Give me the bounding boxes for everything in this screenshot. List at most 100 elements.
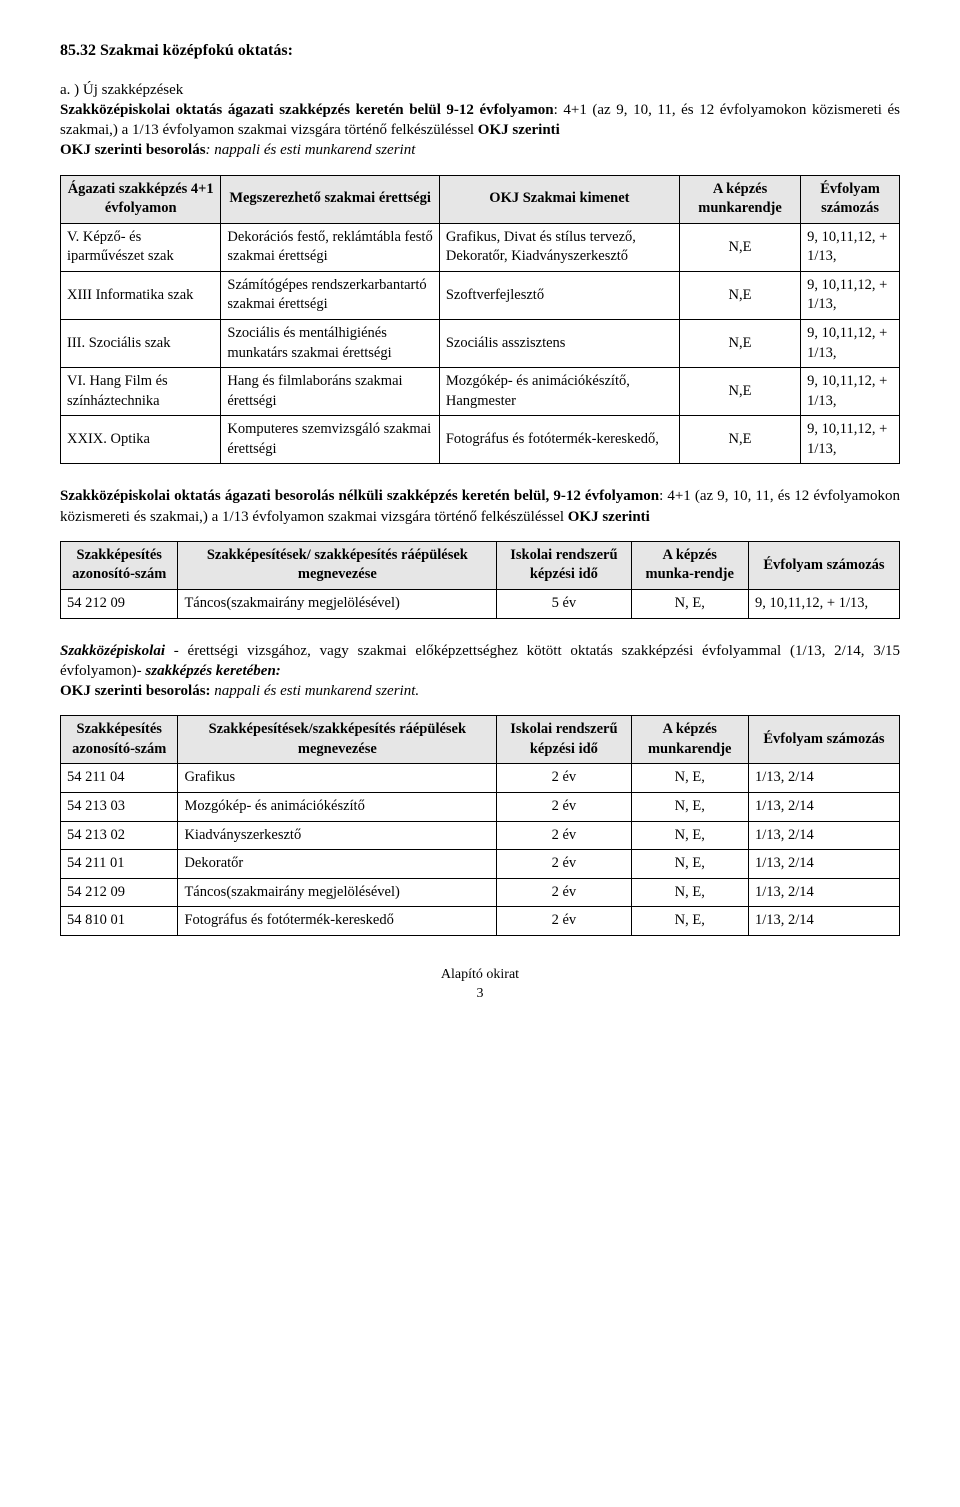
cell: N,E [679, 319, 800, 367]
cell: Grafikus [178, 764, 497, 793]
cell: 2 év [497, 764, 631, 793]
intro-lead: a. ) Új szakképzések [60, 80, 900, 100]
cell: XXIX. Optika [61, 416, 221, 464]
section-heading: 85.32 Szakmai középfokú oktatás: [60, 40, 900, 62]
cell: Táncos(szakmairány megjelölésével) [178, 589, 497, 618]
cell: 9, 10,11,12, + 1/13, [801, 416, 900, 464]
col-header: Évfolyam számozás [801, 175, 900, 223]
cell: 9, 10,11,12, + 1/13, [801, 319, 900, 367]
table-row: VI. Hang Film és színháztechnika Hang és… [61, 368, 900, 416]
cell: Grafikus, Divat és stílus tervező, Dekor… [439, 223, 679, 271]
intro-okj: OKJ szerinti [478, 122, 560, 138]
intro-bold-2: OKJ szerinti besorolás [60, 142, 206, 158]
table-row: 54 810 01 Fotográfus és fotótermék-keres… [61, 907, 900, 936]
cell: Szociális asszisztens [439, 319, 679, 367]
cell: Számítógépes rendszerkarbantartó szakmai… [221, 271, 439, 319]
cell: Mozgókép- és animációkészítő, Hangmester [439, 368, 679, 416]
cell: 54 213 03 [61, 792, 178, 821]
intro-italic-2: : nappali és esti munkarend szerint [206, 142, 416, 158]
cell: Táncos(szakmairány megjelölésével) [178, 878, 497, 907]
table-row: 54 212 09 Táncos(szakmairány megjelölésé… [61, 878, 900, 907]
mid-paragraph: Szakközépiskolai oktatás ágazati besorol… [60, 486, 900, 527]
cell: N,E [679, 368, 800, 416]
cell: 1/13, 2/14 [748, 907, 899, 936]
cell: 5 év [497, 589, 631, 618]
cell: 9, 10,11,12, + 1/13, [801, 368, 900, 416]
cell: 2 év [497, 878, 631, 907]
col-header: A képzés munkarendje [679, 175, 800, 223]
cell: 9, 10,11,12, + 1/13, [748, 589, 899, 618]
col-header: Iskolai rendszerű képzési idő [497, 541, 631, 589]
intro-block: a. ) Új szakképzések Szakközépiskolai ok… [60, 80, 900, 161]
cell: Dekorációs festő, reklámtábla festő szak… [221, 223, 439, 271]
mid2-line2: OKJ szerinti besorolás: nappali és esti … [60, 681, 900, 701]
page-footer: Alapító okirat 3 [60, 966, 900, 1004]
cell: Szoftverfejlesztő [439, 271, 679, 319]
cell: 54 212 09 [61, 878, 178, 907]
cell: 1/13, 2/14 [748, 792, 899, 821]
cell: 54 211 01 [61, 850, 178, 879]
table-row: 54 212 09 Táncos(szakmairány megjelölésé… [61, 589, 900, 618]
intro-line-2: OKJ szerinti besorolás: nappali és esti … [60, 140, 900, 160]
table-agazati: Ágazati szakképzés 4+1 évfolyamon Megsze… [60, 175, 900, 465]
cell: V. Képző- és iparművészet szak [61, 223, 221, 271]
cell: 1/13, 2/14 [748, 850, 899, 879]
table-row: XXIX. Optika Komputeres szemvizsgáló sza… [61, 416, 900, 464]
mid2-block: Szakközépiskolai - érettségi vizsgához, … [60, 641, 900, 702]
cell: Fotográfus és fotótermék-kereskedő [178, 907, 497, 936]
table-header-row: Ágazati szakképzés 4+1 évfolyamon Megsze… [61, 175, 900, 223]
mid2-italic2: nappali és esti munkarend szerint. [211, 683, 420, 699]
col-header: OKJ Szakmai kimenet [439, 175, 679, 223]
cell: Kiadványszerkesztő [178, 821, 497, 850]
cell: N,E [679, 223, 800, 271]
intro-paragraph: Szakközépiskolai oktatás ágazati szakkép… [60, 100, 900, 141]
cell: N, E, [631, 850, 748, 879]
table-row: 54 211 04 Grafikus 2 év N, E, 1/13, 2/14 [61, 764, 900, 793]
intro-bold-1: Szakközépiskolai oktatás ágazati szakkép… [60, 102, 554, 118]
table-row: 54 213 02 Kiadványszerkesztő 2 év N, E, … [61, 821, 900, 850]
cell: N, E, [631, 878, 748, 907]
col-header: Szakképesítés azonosító-szám [61, 541, 178, 589]
cell: 54 212 09 [61, 589, 178, 618]
table-row: 54 213 03 Mozgókép- és animációkészítő 2… [61, 792, 900, 821]
mid-okj: OKJ szerinti [568, 509, 650, 525]
cell: Dekoratőr [178, 850, 497, 879]
col-header: Szakképesítések/szakképesítés ráépülések… [178, 716, 497, 764]
cell: 54 810 01 [61, 907, 178, 936]
col-header: Iskolai rendszerű képzési idő [497, 716, 631, 764]
cell: XIII Informatika szak [61, 271, 221, 319]
cell: 9, 10,11,12, + 1/13, [801, 271, 900, 319]
cell: 2 év [497, 821, 631, 850]
cell: Fotográfus és fotótermék-kereskedő, [439, 416, 679, 464]
cell: Komputeres szemvizsgáló szakmai érettség… [221, 416, 439, 464]
table-row: XIII Informatika szak Számítógépes rends… [61, 271, 900, 319]
table-row: III. Szociális szak Szociális és mentálh… [61, 319, 900, 367]
table-header-row: Szakképesítés azonosító-szám Szakképesít… [61, 541, 900, 589]
col-header: Évfolyam számozás [748, 541, 899, 589]
mid2-line1: Szakközépiskolai - érettségi vizsgához, … [60, 641, 900, 682]
mid2-suffix: szakképzés keretében: [145, 663, 280, 679]
cell: 2 év [497, 850, 631, 879]
cell: N, E, [631, 792, 748, 821]
cell: 54 213 02 [61, 821, 178, 850]
cell: III. Szociális szak [61, 319, 221, 367]
cell: VI. Hang Film és színháztechnika [61, 368, 221, 416]
table-row: V. Képző- és iparművészet szak Dekoráció… [61, 223, 900, 271]
cell: 9, 10,11,12, + 1/13, [801, 223, 900, 271]
cell: N,E [679, 271, 800, 319]
mid2-bold2: OKJ szerinti besorolás: [60, 683, 211, 699]
col-header: Szakképesítés azonosító-szám [61, 716, 178, 764]
footer-pagenum: 3 [60, 985, 900, 1004]
cell: N, E, [631, 821, 748, 850]
cell: 1/13, 2/14 [748, 764, 899, 793]
col-header: Szakképesítések/ szakképesítés ráépülése… [178, 541, 497, 589]
cell: 2 év [497, 907, 631, 936]
col-header: Megszerezhető szakmai érettségi [221, 175, 439, 223]
table-tancos: Szakképesítés azonosító-szám Szakképesít… [60, 541, 900, 619]
mid-bold: Szakközépiskolai oktatás ágazati besorol… [60, 488, 659, 504]
cell: N, E, [631, 907, 748, 936]
footer-title: Alapító okirat [60, 966, 900, 985]
cell: 2 év [497, 792, 631, 821]
col-header: A képzés munkarendje [631, 716, 748, 764]
cell: Hang és filmlaboráns szakmai érettségi [221, 368, 439, 416]
